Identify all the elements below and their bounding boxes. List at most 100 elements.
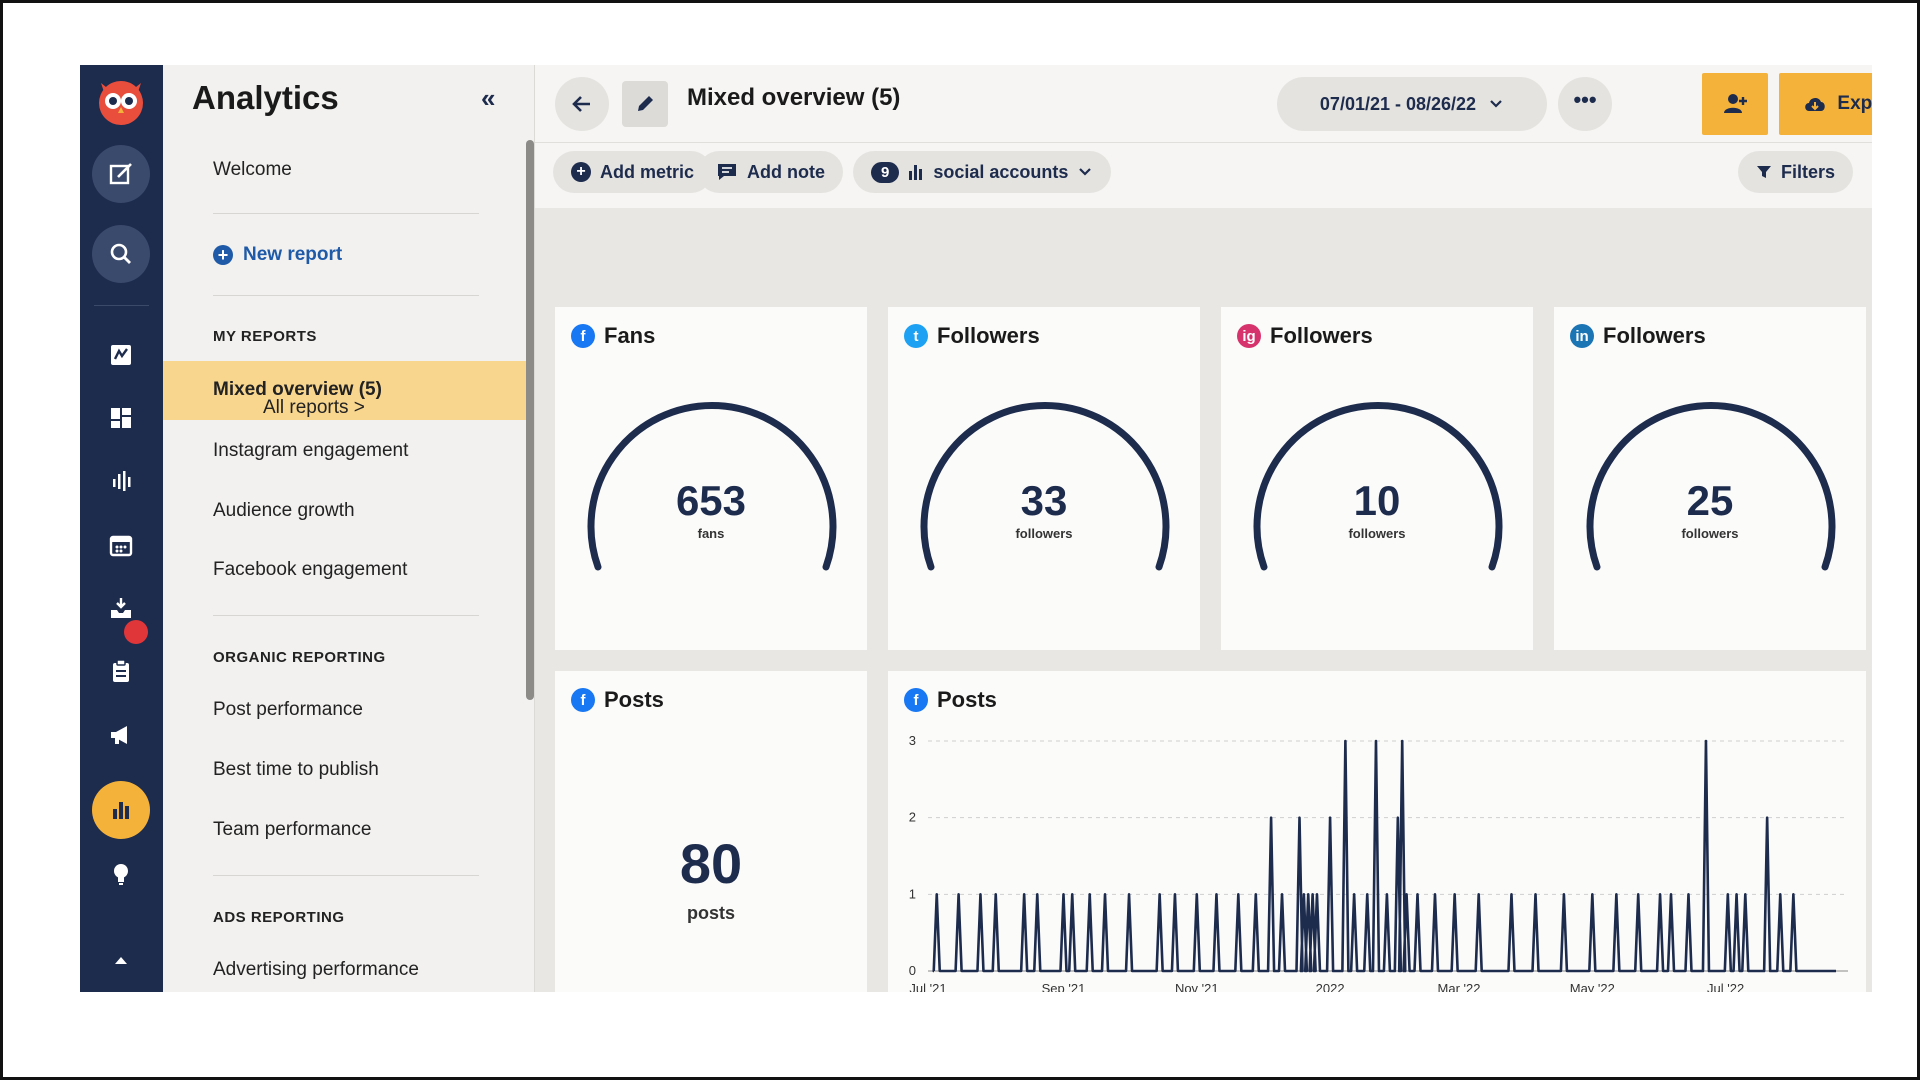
pencil-icon (638, 96, 653, 111)
nav-divider (213, 615, 479, 616)
instagram-icon: ig (1237, 324, 1261, 348)
posts-line-chart: 0 1 2 3 Jul '21 Sep '21 Nov '21 2022 Mar '22 May … (909, 733, 1848, 992)
expand-up-icon[interactable] (92, 931, 150, 989)
clipboard-icon[interactable] (92, 642, 150, 700)
facebook-icon: f (571, 688, 595, 712)
nav-welcome[interactable]: Welcome (213, 159, 292, 180)
collapse-sidebar-icon[interactable]: « (481, 83, 496, 113)
add-metric-button[interactable]: + Add metric (553, 151, 713, 193)
calendar-icon[interactable] (92, 516, 150, 574)
date-range-picker[interactable]: 07/01/21 - 08/26/22 (1277, 77, 1547, 131)
fans-unit: fans (697, 526, 725, 541)
rail-divider (94, 305, 149, 306)
nav-item-advertising-performance[interactable]: Advertising performance (213, 959, 419, 980)
instagram-followers-card[interactable]: ig Followers 10 followers (1221, 307, 1533, 650)
dashboard-canvas: f Fans 653 fans t Followers 33 followers… (535, 208, 1872, 992)
nav-item-post-performance[interactable]: Post performance (213, 699, 363, 720)
x-tick-label: Nov '21 (1175, 981, 1219, 992)
x-tick-label: Jul '21 (909, 981, 946, 992)
export-button[interactable]: Export (1779, 73, 1872, 135)
edit-title-button[interactable] (622, 81, 668, 127)
ads-reporting-heading: ADS REPORTING (213, 909, 345, 926)
my-reports-heading: MY REPORTS (213, 328, 317, 345)
dashboard-icon[interactable] (92, 389, 150, 447)
add-note-button[interactable]: Add note (698, 151, 843, 193)
linkedin-icon: in (1570, 324, 1594, 348)
twitter-followers-card[interactable]: t Followers 33 followers (888, 307, 1200, 650)
nav-item-instagram-engagement[interactable]: Instagram engagement (213, 440, 409, 461)
notification-dot (124, 620, 148, 644)
nav-divider (213, 295, 479, 296)
card-title-label: Posts (604, 687, 664, 712)
nav-item-audience-growth[interactable]: Audience growth (213, 500, 355, 521)
posts-series-line (932, 739, 1836, 973)
card-title-label: Followers (1603, 323, 1706, 348)
active-report-name: Mixed overview (5) (213, 379, 382, 400)
nav-item-best-time-to-publish[interactable]: Best time to publish (213, 759, 379, 780)
analytics-app: Analytics « Welcome + New report MY REPO… (80, 65, 1872, 992)
chevron-down-icon (1490, 100, 1502, 108)
twitter-followers-gauge (920, 402, 1170, 571)
card-title: t Followers (904, 323, 1040, 349)
report-title: Mixed overview (5) (687, 84, 901, 111)
new-report-link[interactable]: + New report (213, 244, 342, 266)
twitter-icon: t (904, 324, 928, 348)
nav-item-facebook-engagement[interactable]: Facebook engagement (213, 559, 408, 580)
y-tick-label: 3 (909, 733, 916, 748)
nav-item-team-performance[interactable]: Team performance (213, 819, 372, 840)
nav-scrollbar[interactable] (526, 140, 534, 700)
search-icon[interactable] (92, 225, 150, 283)
more-options-button[interactable]: ••• (1558, 77, 1612, 131)
filter-icon (1757, 166, 1771, 178)
nav-item-mixed-overview[interactable]: All reports > Mixed overview (5) (163, 361, 527, 420)
add-note-label: Add note (747, 161, 825, 182)
facebook-icon: f (904, 688, 928, 712)
bar-chart-icon (909, 165, 923, 180)
facebook-icon: f (571, 324, 595, 348)
compose-icon[interactable] (92, 145, 150, 203)
megaphone-icon[interactable] (92, 706, 150, 764)
add-metric-label: Add metric (600, 161, 695, 182)
instagram-followers-unit: followers (1348, 526, 1406, 541)
card-title-label: Fans (604, 323, 656, 348)
instagram-followers-value: 10 (1353, 477, 1401, 524)
add-user-icon (1724, 94, 1747, 113)
breadcrumb-prefix: All reports > (263, 397, 365, 418)
fans-gauge (587, 402, 837, 571)
x-tick-label: 2022 (1316, 981, 1345, 992)
audio-bars-icon[interactable] (92, 452, 150, 510)
posts-total-value: 80 (679, 832, 743, 895)
lightbulb-icon[interactable] (92, 845, 150, 903)
twitter-followers-unit: followers (1015, 526, 1073, 541)
card-title-label: Followers (937, 323, 1040, 348)
social-accounts-filter[interactable]: 9 social accounts (853, 151, 1112, 193)
analytics-icon[interactable] (92, 781, 150, 839)
card-title-label: Posts (937, 687, 997, 712)
instagram-followers-gauge (1253, 402, 1503, 571)
date-range-value: 07/01/21 - 08/26/22 (1319, 93, 1477, 114)
nav-divider (213, 875, 479, 876)
linkedin-followers-card[interactable]: in Followers 25 followers (1554, 307, 1866, 650)
facebook-posts-chart-card[interactable]: 0 1 2 3 Jul '21 Sep '21 Nov '21 2022 Mar '22 May … (888, 671, 1866, 992)
card-title-label: Followers (1270, 323, 1373, 348)
arrow-left-icon (572, 96, 590, 112)
facebook-posts-total-card[interactable]: f Posts 80 posts (555, 671, 867, 992)
social-accounts-label: social accounts (933, 161, 1069, 182)
inbox-icon[interactable] (92, 579, 150, 637)
y-tick-label: 2 (909, 810, 916, 825)
share-user-button[interactable] (1702, 73, 1768, 135)
linkedin-followers-value: 25 (1686, 477, 1734, 524)
posts-total-unit: posts (686, 903, 735, 923)
nav-divider (213, 213, 479, 214)
linkedin-followers-unit: followers (1681, 526, 1739, 541)
card-title: ig Followers (1237, 323, 1373, 349)
report-navigation: Analytics « Welcome + New report MY REPO… (163, 65, 535, 992)
filters-button[interactable]: Filters (1738, 151, 1854, 193)
fans-value: 653 (675, 477, 747, 524)
back-button[interactable] (555, 77, 609, 131)
owl-logo-icon[interactable] (91, 69, 151, 129)
streams-icon[interactable] (92, 326, 150, 384)
x-tick-label: Sep '21 (1042, 981, 1086, 992)
facebook-fans-card[interactable]: f Fans 653 fans (555, 307, 867, 650)
